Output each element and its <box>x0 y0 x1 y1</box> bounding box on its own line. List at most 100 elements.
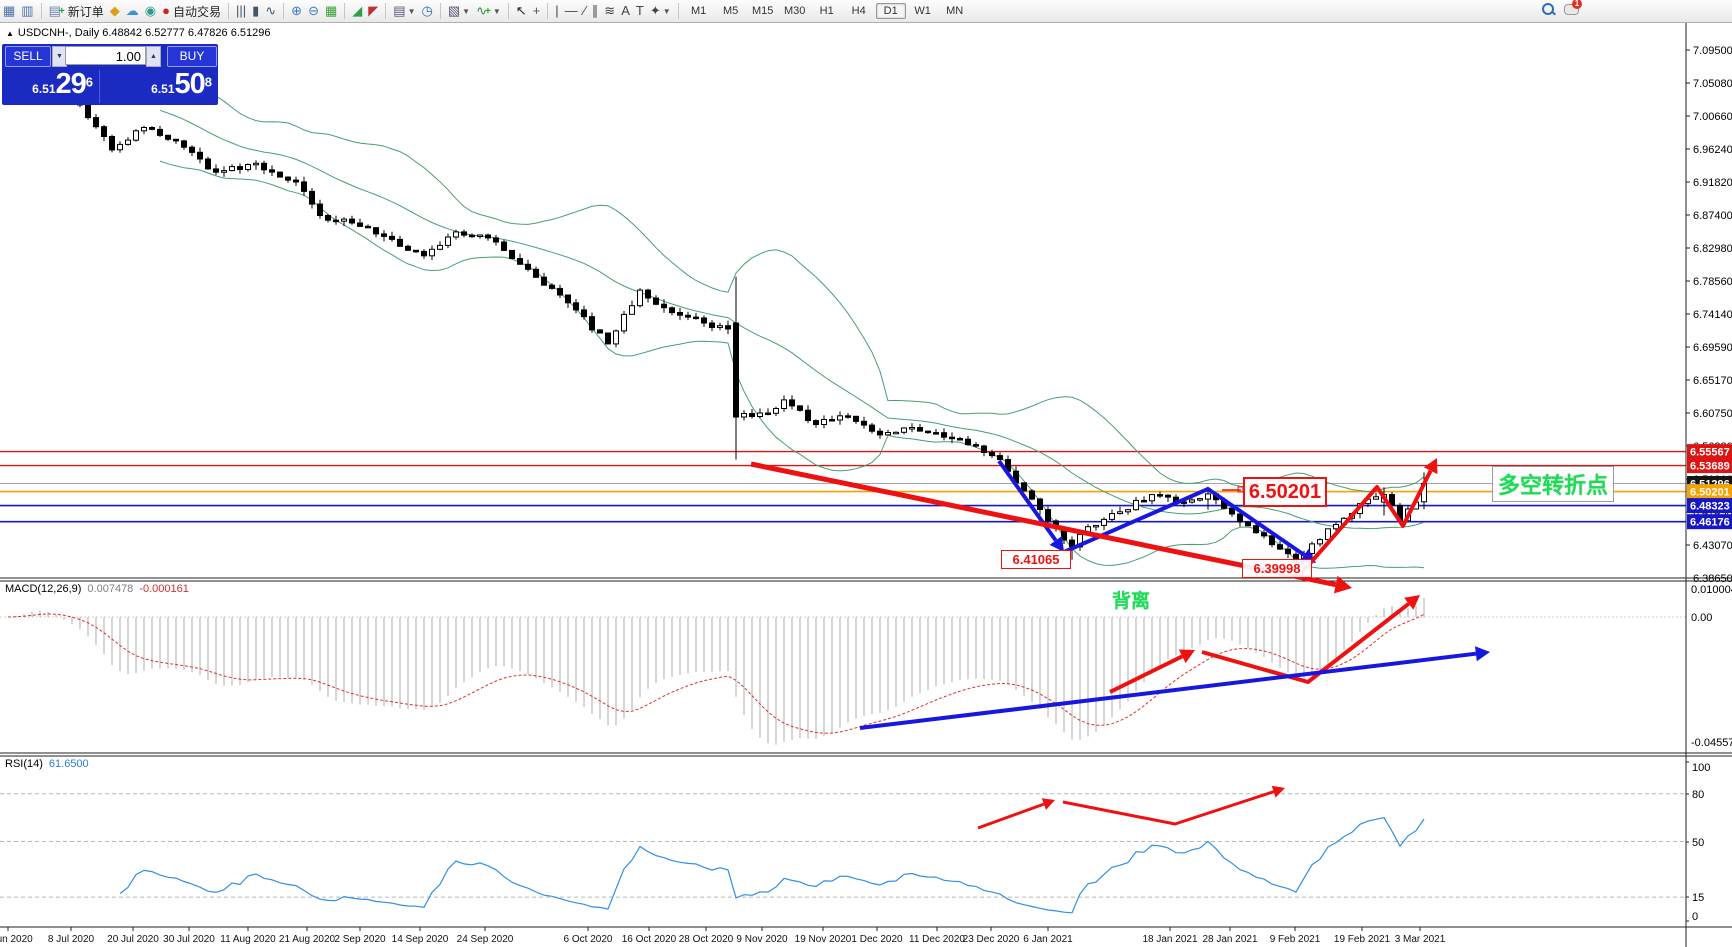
svg-text:21 Aug 2020: 21 Aug 2020 <box>279 934 336 945</box>
bollinger-bands <box>159 59 1425 569</box>
community-icon[interactable]: ☁ <box>125 3 139 18</box>
svg-text:6.55567: 6.55567 <box>1690 447 1730 459</box>
indicators-icon[interactable]: ∿ + ▼ <box>476 3 501 18</box>
svg-text:23 Dec 2020: 23 Dec 2020 <box>963 934 1020 945</box>
macd-pane-label: MACD(12,26,9) 0.007478 -0.000161 <box>5 583 189 595</box>
chart-template-icon[interactable]: ▧ ▼ <box>447 3 471 18</box>
auto-trading-button[interactable]: ● 自动交易 <box>162 3 221 19</box>
cursor-icon[interactable]: ↖ <box>515 3 527 18</box>
toolbar-separator <box>677 3 679 19</box>
svg-text:9 Feb 2021: 9 Feb 2021 <box>1270 934 1321 945</box>
toolbar-separator <box>507 3 509 19</box>
trend-arrows[interactable] <box>750 458 1490 830</box>
candlestick-icon[interactable]: ▮ <box>252 3 260 18</box>
buy-button[interactable]: BUY <box>167 46 217 67</box>
svg-text:-0.045577: -0.045577 <box>1691 737 1732 749</box>
tab-timeframe-W1[interactable]: W1 <box>914 5 931 17</box>
gold-icon[interactable]: ◆ <box>109 3 120 18</box>
rsi-pane-label: RSI(14) 61.6500 <box>5 758 89 770</box>
chat-icon[interactable]: 1 <box>1564 0 1582 15</box>
line-chart-icon[interactable]: ∿ <box>265 3 277 18</box>
svg-text:2 Sep 2020: 2 Sep 2020 <box>334 934 386 945</box>
fibonacci-icon[interactable]: ≋ <box>604 3 616 18</box>
zoom-in-icon[interactable]: ⊕ <box>291 3 303 18</box>
search-icon[interactable] <box>1542 2 1556 15</box>
svg-text:6.78560: 6.78560 <box>1693 276 1732 288</box>
price-callout[interactable]: 6.41065 <box>1001 550 1071 569</box>
new-chart-icon[interactable]: ▤ ▼ <box>393 3 416 18</box>
pane-separators[interactable] <box>0 21 1732 947</box>
svg-text:7.09500: 7.09500 <box>1693 45 1732 57</box>
vertical-line-icon[interactable]: | <box>555 3 559 18</box>
tile-windows-icon[interactable]: ▦ <box>324 3 338 18</box>
price-callout[interactable]: 6.39998 <box>1242 559 1312 578</box>
svg-text:6.43070: 6.43070 <box>1693 540 1732 552</box>
level-lines[interactable] <box>0 450 1686 898</box>
text-icon[interactable]: A <box>621 3 630 18</box>
horizontal-line-icon[interactable]: — <box>564 3 578 18</box>
rsi-layer <box>119 817 1425 914</box>
svg-text:8 Jul 2020: 8 Jul 2020 <box>48 934 95 945</box>
trendline-icon[interactable]: ∕ <box>583 3 586 18</box>
tab-timeframe-M1[interactable]: M1 <box>691 5 707 17</box>
chart-window-icon[interactable]: ▦ <box>3 3 16 18</box>
svg-text:6.82980: 6.82980 <box>1693 243 1732 255</box>
svg-text:28 Jan 2021: 28 Jan 2021 <box>1202 934 1257 945</box>
svg-text:11 Aug 2020: 11 Aug 2020 <box>220 934 276 945</box>
price-axis-badges: 6.555676.536896.512966.502016.483236.461… <box>1687 444 1732 530</box>
tab-timeframe-M30[interactable]: M30 <box>783 5 806 17</box>
volume-increase-button[interactable]: ▲ <box>146 46 161 67</box>
svg-text:18 Jan 2021: 18 Jan 2021 <box>1142 934 1197 945</box>
analysis-note[interactable]: 背离 <box>1112 591 1151 612</box>
toolbar-separator <box>40 3 42 19</box>
zoom-out-icon[interactable]: ⊖ <box>308 3 319 18</box>
tab-timeframe-M5[interactable]: M5 <box>723 5 739 17</box>
tab-timeframe-MN[interactable]: MN <box>946 5 964 17</box>
buy-price[interactable]: 6.51508 <box>151 68 212 100</box>
svg-text:0.010004: 0.010004 <box>1691 584 1732 596</box>
one-click-trade-panel: SELL ▼ 1.00 ▲ BUY 6.51296 6.51508 <box>2 44 218 105</box>
chart-preview-icon[interactable]: ▥ <box>21 3 34 18</box>
svg-text:6 Jun 2020: 6 Jun 2020 <box>0 934 33 945</box>
crosshair-icon[interactable]: + <box>532 3 541 18</box>
toolbar-separator <box>344 3 346 19</box>
analysis-note[interactable]: 多空转折点 <box>1492 466 1615 502</box>
macd-layer <box>7 598 1425 745</box>
tab-timeframe-M15[interactable]: M15 <box>751 5 774 17</box>
tab-timeframe-H1[interactable]: H1 <box>819 5 834 17</box>
tab-timeframe-H4[interactable]: H4 <box>851 5 866 17</box>
price-callout[interactable]: 6.50201 <box>1243 477 1327 507</box>
channel-icon[interactable]: ∥ <box>591 3 599 18</box>
new-order-button[interactable]: ▤ + 新订单 <box>48 3 104 19</box>
signal-icon[interactable]: ◉ <box>144 3 157 18</box>
svg-text:6.60750: 6.60750 <box>1693 408 1732 420</box>
candles-layer <box>5 70 1427 568</box>
svg-text:9 Nov 2020: 9 Nov 2020 <box>736 934 788 945</box>
chat-bubble-icon <box>1564 4 1579 15</box>
bar-chart-icon[interactable]: ||| <box>235 3 247 18</box>
clock-icon[interactable]: ◷ <box>421 3 433 18</box>
chart-shift-icon[interactable]: ◤ <box>368 3 379 18</box>
svg-text:6.50201: 6.50201 <box>1690 487 1730 499</box>
tab-timeframe-D1[interactable]: D1 <box>875 3 906 19</box>
auto-scroll-icon[interactable]: ◢ <box>352 3 363 18</box>
svg-text:6.96240: 6.96240 <box>1693 144 1732 156</box>
svg-text:6.38650: 6.38650 <box>1693 573 1732 585</box>
svg-text:30 Jul 2020: 30 Jul 2020 <box>163 934 215 945</box>
toolbar-separator <box>439 3 441 19</box>
toolbar-separator <box>547 3 549 19</box>
sell-price[interactable]: 6.51296 <box>2 68 100 103</box>
shapes-icon[interactable]: ✦ ▼ <box>649 3 671 18</box>
svg-text:28 Oct 2020: 28 Oct 2020 <box>679 934 734 945</box>
svg-text:19 Feb 2021: 19 Feb 2021 <box>1334 934 1391 945</box>
svg-text:1 Dec 2020: 1 Dec 2020 <box>851 934 903 945</box>
label-icon[interactable]: T <box>635 3 644 18</box>
collapse-arrow-icon[interactable]: ▲ <box>6 29 14 38</box>
svg-text:6.74140: 6.74140 <box>1693 309 1732 321</box>
volume-input[interactable]: 1.00 <box>65 46 146 65</box>
time-axis[interactable]: 6 Jun 2020 8 Jul 2020 20 Jul 2020 30 Jul 20… <box>0 927 1446 945</box>
sell-button[interactable]: SELL <box>5 46 51 67</box>
svg-text:80: 80 <box>1692 789 1704 801</box>
